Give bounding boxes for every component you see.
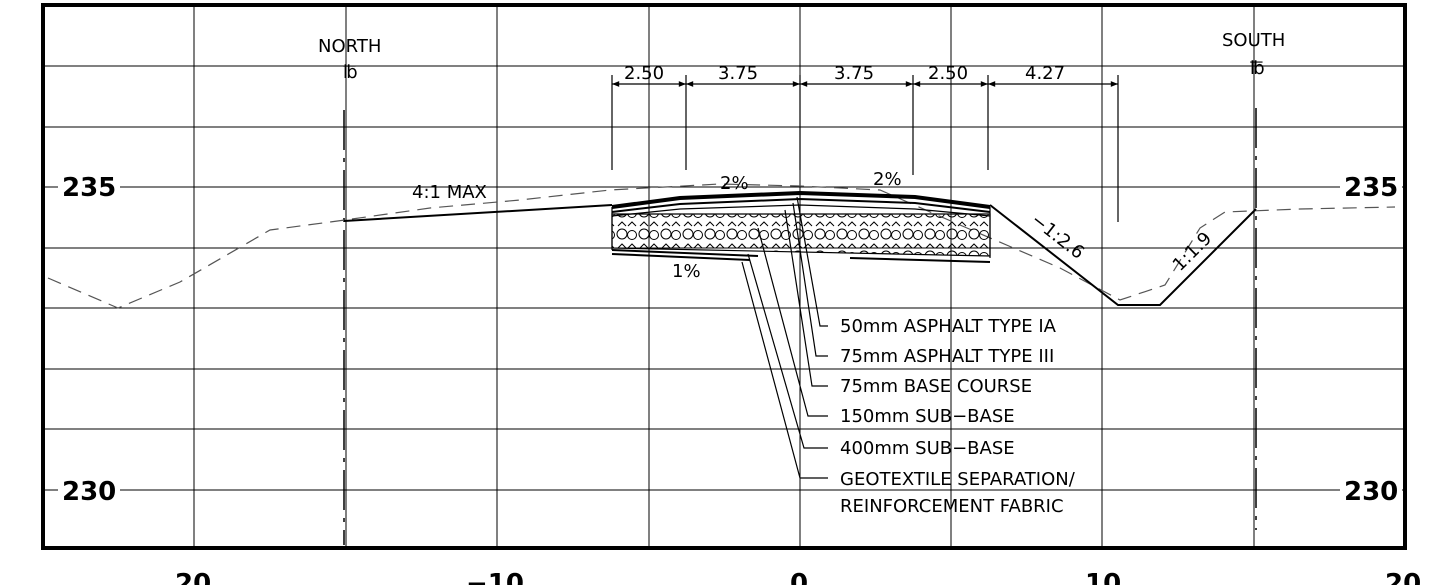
backslope-label: 1:1.9 — [1169, 228, 1216, 275]
layer-callouts: 50mm ASPHALT TYPE IA 75mm ASPHALT TYPE I… — [840, 316, 1076, 517]
dimension-label: 2.50 — [624, 63, 664, 84]
layer-callout: 75mm ASPHALT TYPE III — [840, 346, 1054, 367]
pavement-structure — [611, 190, 991, 263]
layer-callout: GEOTEXTILE SEPARATION/ — [840, 469, 1076, 490]
elevation-label-235-left: 235 — [62, 173, 116, 203]
layer-callout: 400mm SUB−BASE — [840, 438, 1015, 459]
dimension-label: 4.27 — [1025, 63, 1065, 84]
crown-slope-left-label: 2% — [720, 173, 749, 194]
existing-ground-line — [47, 183, 1396, 309]
layer-callout: 50mm ASPHALT TYPE IA — [840, 316, 1057, 337]
north-pl-symbol: ℔ — [343, 62, 358, 83]
offset-label-left-10: −10 — [466, 569, 524, 585]
elevation-label-230-right: 230 — [1344, 477, 1398, 507]
layer-leader-lines — [741, 196, 828, 479]
max-slope-label: 4:1 MAX — [412, 182, 487, 203]
north-property-line: NORTH ℔ — [318, 36, 381, 545]
layer-callout: 150mm SUB−BASE — [840, 406, 1015, 427]
south-property-line: SOUTH ℔ — [1222, 30, 1285, 530]
offset-label-left-20: 20 — [175, 569, 211, 585]
dimension-label: 2.50 — [928, 63, 968, 84]
offset-label-right-20: 20 — [1385, 569, 1421, 585]
elevation-label-230-left: 230 — [62, 477, 116, 507]
drawing-frame — [41, 3, 1407, 550]
crown-slope-right-label: 2% — [873, 169, 902, 190]
dimension-label: 3.75 — [718, 63, 758, 84]
south-label: SOUTH — [1222, 30, 1285, 51]
proposed-grade — [343, 204, 1257, 306]
south-pl-symbol: ℔ — [1250, 58, 1265, 79]
foreslope-label: −1:2.6 — [1027, 209, 1088, 263]
north-label: NORTH — [318, 36, 381, 57]
offset-label-right-10: 10 — [1085, 569, 1121, 585]
offset-label-center-0: 0 — [790, 569, 808, 585]
subgrade-slope-label: 1% — [672, 261, 701, 282]
layer-callout: 75mm BASE COURSE — [840, 376, 1032, 397]
elevation-label-235-right: 235 — [1344, 173, 1398, 203]
layer-callout: REINFORCEMENT FABRIC — [840, 496, 1064, 517]
dimension-string: 2.50 3.75 3.75 2.50 4.27 — [611, 63, 1119, 222]
dimension-label: 3.75 — [834, 63, 874, 84]
grid-lines — [43, 6, 1405, 548]
